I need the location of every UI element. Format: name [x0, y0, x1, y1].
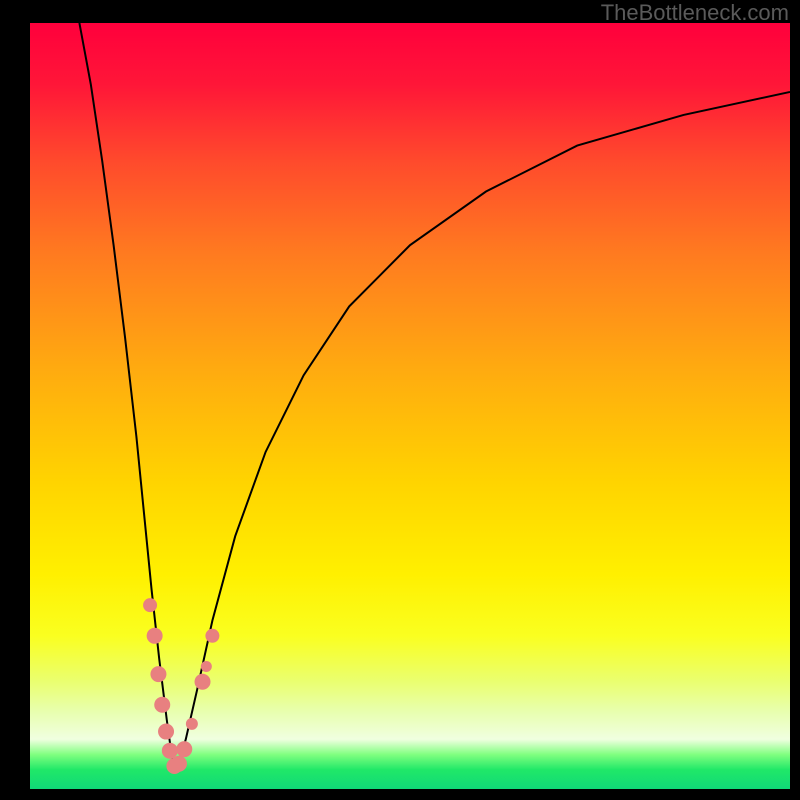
data-marker	[186, 718, 198, 730]
chart-container: TheBottleneck.com	[0, 0, 800, 800]
data-marker	[195, 674, 211, 690]
chart-svg	[0, 0, 800, 800]
data-marker	[158, 724, 174, 740]
data-marker	[176, 741, 192, 757]
curve-left-branch	[79, 23, 174, 770]
data-marker	[162, 743, 178, 759]
data-marker	[171, 756, 187, 772]
data-marker	[205, 629, 219, 643]
data-marker	[147, 628, 163, 644]
data-marker	[150, 666, 166, 682]
data-marker	[154, 697, 170, 713]
data-marker	[143, 598, 157, 612]
data-marker	[201, 661, 212, 672]
curve-right-branch	[174, 92, 790, 770]
watermark: TheBottleneck.com	[601, 0, 789, 26]
